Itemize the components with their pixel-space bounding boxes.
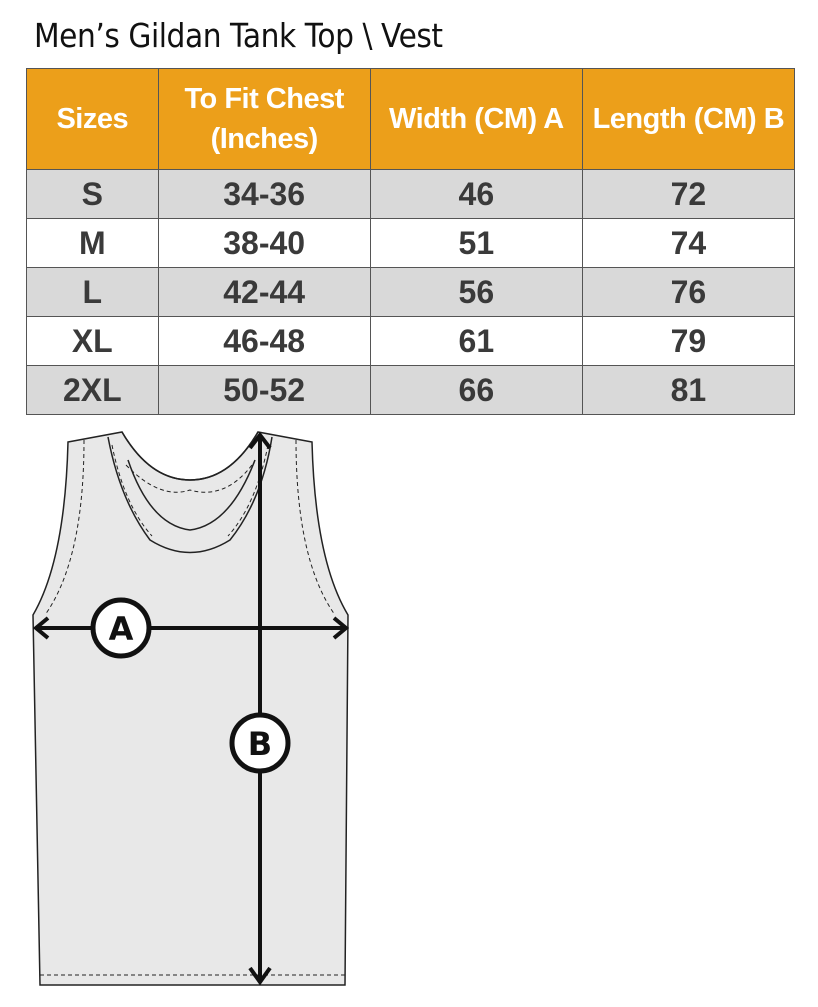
label-b-circle [229, 712, 291, 774]
cell-chest: 42-44 [157, 267, 371, 317]
header-row: Sizes To Fit Chest (Inches) Width (CM) A… [26, 68, 796, 170]
cell-length: 76 [581, 267, 796, 317]
cell-width: 61 [369, 316, 583, 366]
cell-chest: 34-36 [157, 169, 371, 219]
cell-length: 74 [581, 218, 796, 268]
page-title: Men’s Gildan Tank Top \ Vest [34, 16, 443, 55]
header-length: Length (CM) B [581, 68, 796, 170]
cell-size: S [26, 169, 159, 219]
label-a: A [109, 610, 134, 648]
cell-size: XL [26, 316, 159, 366]
cell-width: 66 [369, 365, 583, 415]
table-row: L 42-44 56 76 [26, 267, 796, 317]
cell-size: M [26, 218, 159, 268]
cell-length: 72 [581, 169, 796, 219]
cell-length: 79 [581, 316, 796, 366]
label-b: B [248, 725, 272, 763]
table-row: M 38-40 51 74 [26, 218, 796, 268]
table-row: XL 46-48 61 79 [26, 316, 796, 366]
cell-chest: 46-48 [157, 316, 371, 366]
cell-width: 51 [369, 218, 583, 268]
size-chart-table: Sizes To Fit Chest (Inches) Width (CM) A… [26, 68, 796, 415]
tank-top-outline-icon [32, 431, 349, 986]
table-row: 2XL 50-52 66 81 [26, 365, 796, 415]
table-row: S 34-36 46 72 [26, 169, 796, 219]
cell-size: L [26, 267, 159, 317]
cell-size: 2XL [26, 365, 159, 415]
cell-chest: 38-40 [157, 218, 371, 268]
cell-length: 81 [581, 365, 796, 415]
header-sizes: Sizes [26, 68, 159, 170]
cell-width: 56 [369, 267, 583, 317]
cell-chest: 50-52 [157, 365, 371, 415]
header-chest: To Fit Chest (Inches) [157, 68, 371, 170]
header-width: Width (CM) A [369, 68, 583, 170]
label-a-circle [90, 597, 152, 659]
width-arrow [32, 616, 350, 640]
cell-width: 46 [369, 169, 583, 219]
length-arrow [248, 431, 272, 986]
tank-top-diagram: A B [32, 431, 350, 986]
